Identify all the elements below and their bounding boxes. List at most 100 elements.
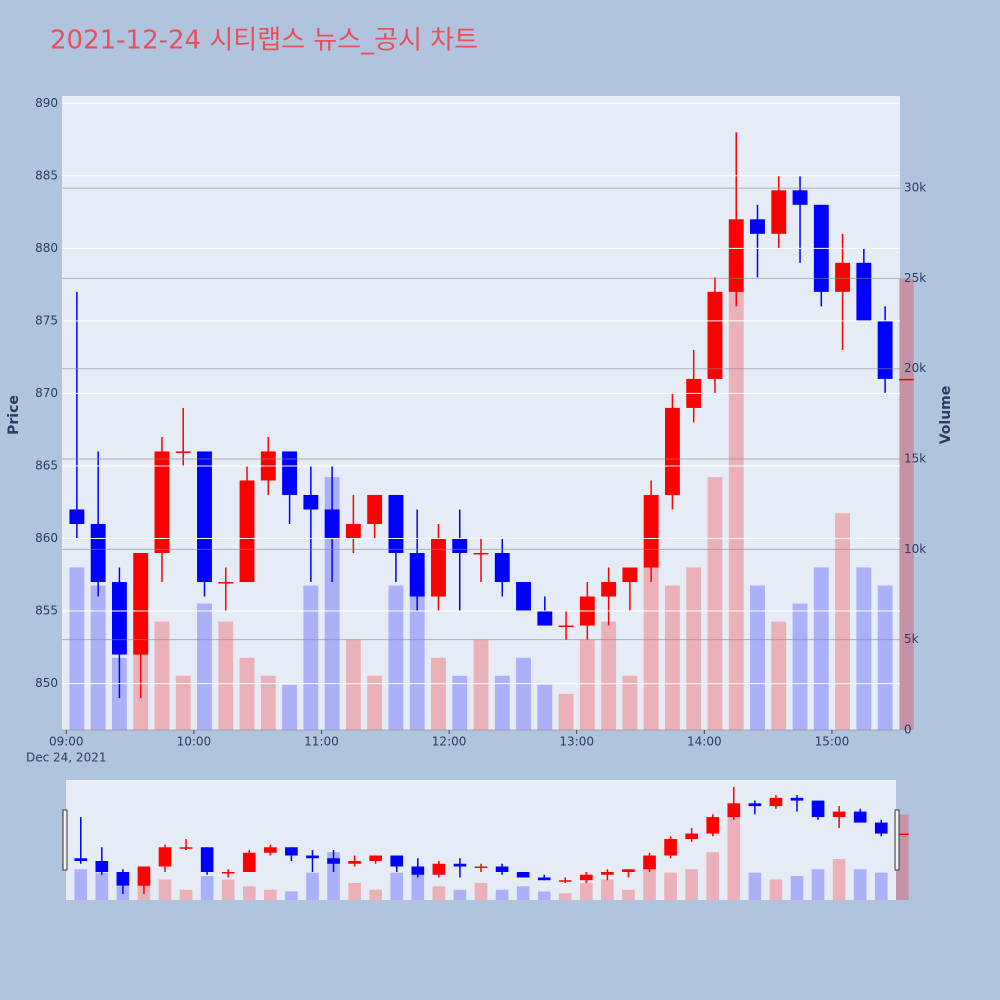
y2-axis-title: Volume xyxy=(938,386,954,445)
y-tick-label: 875 xyxy=(35,313,58,327)
candle-body xyxy=(282,451,298,495)
volume-bar xyxy=(707,477,723,730)
volume-bar xyxy=(69,567,85,730)
candle-body xyxy=(835,262,851,292)
volume-bar xyxy=(748,872,762,900)
candle-body xyxy=(285,847,298,856)
volume-bar xyxy=(218,621,234,730)
candle-body xyxy=(133,553,149,655)
marks xyxy=(69,132,914,900)
candle-body xyxy=(643,494,659,568)
volume-bar xyxy=(601,879,614,900)
candle-body xyxy=(790,797,804,801)
candle-body xyxy=(348,861,361,864)
candle-body xyxy=(218,582,234,584)
volume-bar xyxy=(260,675,276,730)
candle-body xyxy=(811,800,825,818)
candle-body xyxy=(728,219,744,292)
volume-bar xyxy=(348,882,361,900)
candle-body xyxy=(306,855,319,859)
candle-body xyxy=(221,871,235,874)
candle-body xyxy=(769,797,783,807)
candle-body xyxy=(175,451,191,453)
x-tick-sublabel: Dec 24, 2021 xyxy=(26,751,106,765)
volume-bar xyxy=(771,621,787,730)
candle-body xyxy=(664,407,680,495)
x-tick-label: 14:00 xyxy=(687,735,722,749)
range-slider[interactable] xyxy=(66,780,896,900)
volume-bar xyxy=(221,879,235,900)
y-tick-label: 865 xyxy=(35,458,58,472)
volume-bar xyxy=(390,872,404,900)
volume-bar xyxy=(74,869,88,900)
volume-bar xyxy=(750,585,765,730)
candle-body xyxy=(69,509,85,524)
volume-bar xyxy=(516,657,531,730)
y-tick-label: 855 xyxy=(35,604,58,618)
volume-bar xyxy=(685,869,698,900)
candle-body xyxy=(137,866,151,886)
candle-body xyxy=(856,262,872,321)
chart-title: 2021-12-24 시티랩스 뉴스_공시 차트 xyxy=(50,26,478,56)
candle-body xyxy=(495,866,509,872)
y-tick-label: 890 xyxy=(35,96,58,110)
candle-body xyxy=(707,291,723,379)
candle-body xyxy=(685,833,698,840)
y2-tick-label: 20k xyxy=(904,361,926,375)
volume-bar xyxy=(303,585,319,730)
candle-body xyxy=(116,871,130,886)
candle-body xyxy=(558,625,574,628)
candle-body xyxy=(853,811,867,823)
x-tick-label: 15:00 xyxy=(815,735,850,749)
candle-body xyxy=(643,855,656,870)
candle-body xyxy=(580,874,593,881)
volume-bar xyxy=(558,693,574,730)
candle-body xyxy=(601,871,614,875)
volume-bar xyxy=(769,879,783,900)
volume-bar xyxy=(537,684,553,730)
candle-body xyxy=(558,880,572,882)
candle-body xyxy=(601,582,617,597)
candle-body xyxy=(748,803,762,807)
candle-body xyxy=(390,855,404,867)
volume-bar xyxy=(877,585,893,730)
volume-bar xyxy=(90,585,106,730)
y2-tick-label: 25k xyxy=(904,271,926,285)
y-tick-label: 885 xyxy=(35,168,58,182)
volume-bar xyxy=(790,876,804,900)
volume-bar xyxy=(175,675,191,730)
volume-bar xyxy=(686,567,702,730)
volume-bar xyxy=(473,639,489,730)
volume-bar xyxy=(154,621,170,730)
volume-bar xyxy=(898,278,914,730)
volume-bar xyxy=(813,567,829,730)
candle-body xyxy=(622,869,635,872)
volume-bar xyxy=(856,567,872,730)
candle-body xyxy=(239,480,255,583)
volume-bar xyxy=(537,891,551,900)
range-handle[interactable] xyxy=(62,809,68,871)
y2-tick-label: 0 xyxy=(904,723,912,737)
volume-bar xyxy=(474,882,488,900)
volume-bar xyxy=(832,858,846,900)
candle-body xyxy=(832,811,846,818)
candle-body xyxy=(303,494,319,510)
volume-bar xyxy=(197,603,212,730)
range-handle[interactable] xyxy=(894,809,900,871)
candle-body xyxy=(200,847,214,872)
volume-bar xyxy=(324,477,340,730)
volume-bar xyxy=(327,852,340,900)
candle-body xyxy=(750,219,765,234)
candle-body xyxy=(74,858,88,862)
candle-body xyxy=(388,494,404,554)
candle-body xyxy=(896,833,909,836)
candle-body xyxy=(516,582,531,612)
x-tick-label: 11:00 xyxy=(304,735,339,749)
y2-tick-label: 5k xyxy=(904,632,919,646)
candle-body xyxy=(327,858,340,864)
candle-body xyxy=(516,871,530,878)
candle-body xyxy=(95,861,109,872)
volume-bar xyxy=(495,889,509,900)
volume-bar xyxy=(369,889,382,900)
